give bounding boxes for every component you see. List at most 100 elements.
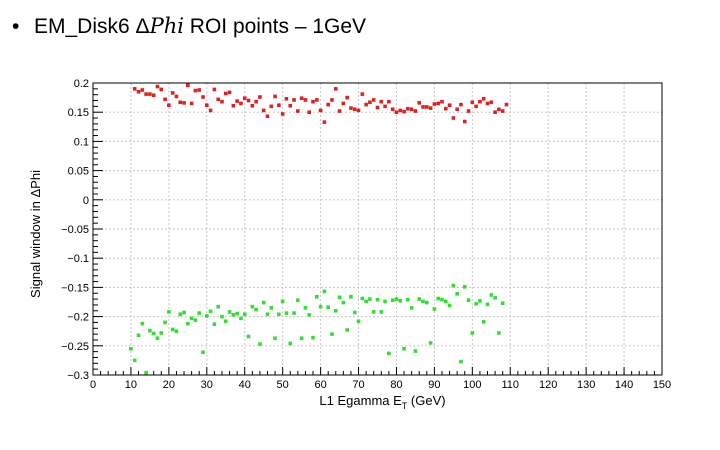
upper-window-point [322,120,327,124]
lower-window-point [261,300,266,305]
y-tick-label: 0.15 [68,107,89,119]
upper-window-point [364,102,368,107]
x-axis-title-unit: (GeV) [407,393,445,408]
lower-window-point [235,311,239,316]
lower-window-point [478,299,482,303]
lower-window-point [163,320,167,325]
y-tick-label: −0.15 [61,282,89,294]
upper-window-point [144,92,148,96]
lower-window-point [459,359,463,364]
lower-window-point [421,299,425,304]
lower-window-point [136,333,141,338]
x-axis-title: L1 Egamma ET (GeV) [319,393,445,411]
upper-window-point [220,99,224,104]
upper-window-series [132,83,509,124]
upper-window-point [428,106,433,110]
slide-title-prefix: EM_Disk6 Δ [34,15,150,38]
upper-window-point [356,108,361,113]
x-tick-label: 40 [239,379,251,391]
lower-window-point [269,306,274,310]
upper-window-point [371,98,376,102]
y-tick-label: −0.3 [67,370,89,382]
lower-window-point [254,307,258,312]
upper-window-point [333,87,338,91]
lower-window-point [182,310,186,315]
upper-window-point [170,91,175,95]
upper-window-point [447,103,452,107]
upper-window-point [167,103,171,107]
x-tick-label: 10 [125,379,137,391]
upper-window-point [379,99,384,104]
lower-window-point [394,297,399,301]
lower-window-point [129,346,133,351]
x-tick-label: 90 [428,379,440,391]
lower-window-point [151,331,156,336]
lower-window-point [292,311,296,315]
lower-window-point [489,293,494,297]
lower-window-point [383,299,387,304]
lower-window-point [132,358,137,363]
upper-window-point [462,119,467,124]
lower-window-point [497,331,501,335]
upper-window-point [159,87,164,92]
lower-window-point [493,296,497,300]
axis-ticks [92,82,663,376]
lower-window-point [360,296,365,301]
upper-window-point [231,103,236,108]
upper-window-point [387,99,391,104]
lower-window-point [333,308,338,313]
lower-window-point [447,303,452,308]
slide-title-math: Phi [149,14,184,38]
lower-window-point [402,346,406,351]
upper-window-point [182,101,186,105]
upper-window-point [417,101,422,105]
upper-window-point [242,96,247,100]
lower-window-point [318,304,323,309]
upper-window-point [269,104,274,109]
y-axis-title: Signal window in ΔPhi [28,170,43,298]
lower-window-point [277,312,281,317]
lower-window-point [379,310,384,314]
upper-window-point [481,96,486,101]
upper-window-point [273,94,277,99]
lower-window-point [371,310,376,314]
upper-window-point [148,92,152,96]
lower-window-point [212,322,217,326]
x-tick-label: 80 [390,379,402,391]
lower-window-point [330,332,334,336]
lower-window-point [155,336,160,341]
lower-window-point [466,298,471,303]
upper-window-point [277,103,281,107]
upper-window-point [132,87,137,91]
upper-window-point [474,104,478,109]
upper-window-point [296,109,300,113]
y-tick-label: −0.25 [61,341,89,353]
x-tick-label: 50 [277,379,289,391]
lower-window-point [170,327,175,332]
upper-window-point [307,110,312,114]
lower-window-point [356,319,361,324]
upper-window-point [440,99,444,104]
lower-window-point [148,328,152,333]
lower-window-point [296,298,300,303]
upper-window-point [205,103,209,107]
upper-window-point [402,109,406,114]
upper-window-point [315,98,319,102]
y-tick-label: −0.05 [61,224,89,236]
upper-window-point [151,93,156,98]
y-tick-label: 0 [83,195,89,207]
lower-window-point [258,342,262,346]
lower-window-point [174,329,179,333]
y-tick-label: 0.2 [74,78,89,90]
lower-window-point [341,300,346,305]
upper-window-point [451,116,456,120]
lower-window-point [451,283,456,288]
upper-window-point [261,108,266,113]
upper-window-point [375,105,380,110]
upper-window-point [485,101,490,106]
x-axis-title-main: L1 Egamma E [319,393,402,408]
lower-window-series [129,283,505,375]
x-tick-label: 70 [352,379,364,391]
lower-window-point [387,351,391,356]
upper-window-point [235,99,239,103]
